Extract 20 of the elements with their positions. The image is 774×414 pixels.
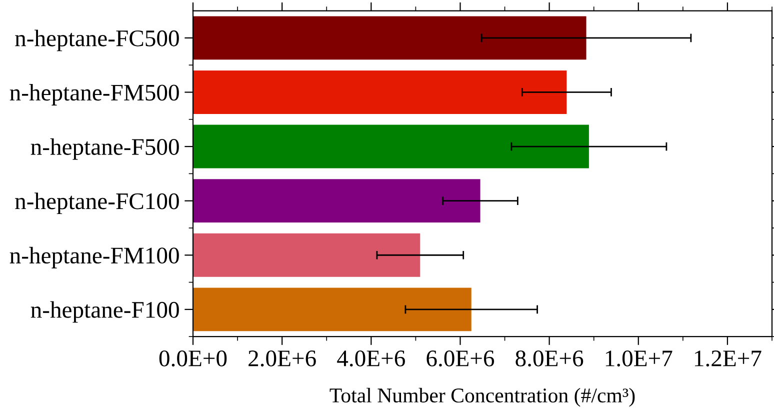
y-tick-label: n-heptane-F100 [30, 301, 179, 323]
y-tick-label: n-heptane-FM500 [10, 84, 179, 106]
x-tick-label: 1.0E+7 [606, 350, 672, 366]
bar [193, 233, 420, 277]
x-axis-title: Total Number Concentration (#/cm³) [330, 388, 635, 407]
bar [193, 179, 480, 223]
y-tick-label: n-heptane-F500 [30, 138, 179, 160]
x-tick-label: 1.2E+7 [695, 350, 762, 366]
bar [193, 124, 589, 168]
x-tick-label: 8.0E+6 [516, 350, 584, 366]
y-tick-label: n-heptane-FM100 [10, 246, 179, 268]
x-tick-label: 6.0E+6 [426, 350, 494, 366]
bar [193, 288, 472, 332]
y-tick-label: n-heptane-FC500 [15, 30, 179, 52]
bar [193, 16, 586, 60]
bar [193, 70, 567, 114]
x-tick-label: 4.0E+6 [337, 350, 405, 366]
x-tick-label: 2.0E+6 [248, 350, 316, 366]
x-tick-label: 0.0E+0 [159, 350, 227, 366]
y-tick-label: n-heptane-FC100 [15, 192, 179, 214]
